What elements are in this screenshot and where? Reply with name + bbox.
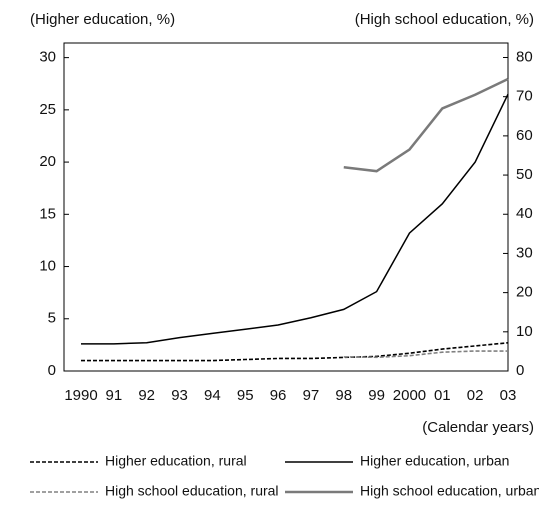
y-tick-label: 30 <box>39 49 56 66</box>
x-axis-label: (Calendar years) <box>422 419 534 436</box>
y-tick-label: 5 <box>48 310 56 327</box>
series-line <box>343 350 508 359</box>
x-tick-label: 1990 <box>64 387 97 404</box>
x-tick-label: 2000 <box>393 387 426 404</box>
y2-tick-label: 40 <box>516 205 533 222</box>
y-tick-label: 25 <box>39 101 56 118</box>
series-line <box>343 77 509 173</box>
y2-axis-label: (High school education, %) <box>355 11 534 28</box>
y-tick-label: 20 <box>39 153 56 170</box>
x-tick-label: 99 <box>368 387 385 404</box>
legend-label: Higher education, rural <box>105 453 247 469</box>
y-axis-label: (Higher education, %) <box>30 11 175 28</box>
y2-tick-label: 50 <box>516 166 533 183</box>
series-line <box>81 93 509 345</box>
x-tick-label: 03 <box>500 387 517 404</box>
y2-tick-label: 80 <box>516 48 533 65</box>
x-tick-label: 95 <box>237 387 254 404</box>
x-tick-label: 94 <box>204 387 221 404</box>
x-tick-label: 93 <box>171 387 188 404</box>
series-line <box>81 341 509 362</box>
legend-label: High school education, rural <box>105 483 279 499</box>
x-tick-label: 97 <box>303 387 320 404</box>
legend-label: Higher education, urban <box>360 453 509 469</box>
x-tick-label: 98 <box>335 387 352 404</box>
y-tick-label: 15 <box>39 205 56 222</box>
y-tick-label: 10 <box>39 258 56 275</box>
x-tick-label: 96 <box>270 387 287 404</box>
x-tick-label: 91 <box>106 387 123 404</box>
legend-label: High school education, urban <box>360 483 539 499</box>
x-tick-label: 01 <box>434 387 451 404</box>
y2-tick-label: 60 <box>516 127 533 144</box>
y2-tick-label: 10 <box>516 323 533 340</box>
y2-tick-label: 30 <box>516 244 533 261</box>
y-tick-label: 0 <box>48 362 56 379</box>
x-tick-label: 02 <box>467 387 484 404</box>
x-tick-label: 92 <box>138 387 155 404</box>
y2-tick-label: 0 <box>516 362 524 379</box>
plot-frame <box>63 42 509 372</box>
y2-tick-label: 70 <box>516 88 533 105</box>
y2-tick-label: 20 <box>516 284 533 301</box>
